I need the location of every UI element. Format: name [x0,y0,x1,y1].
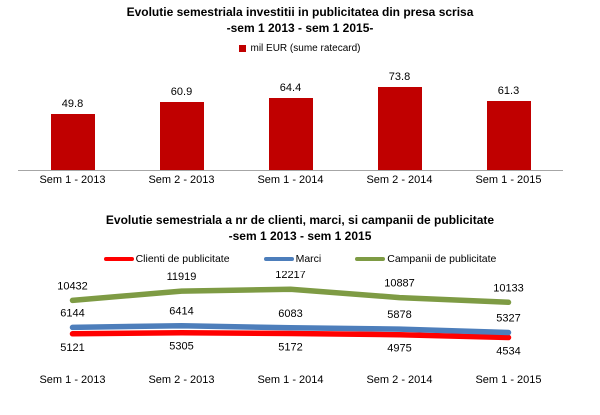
bar-chart-title-line1: Evolutie semestriala investitii in publi… [126,5,474,19]
bar [159,101,204,170]
bar-column: 64.4 [236,58,345,170]
data-label-clienti-de-publicitate: 4534 [496,346,520,358]
bar-chart-title-line2: -sem 1 2013 - sem 1 2015- [226,21,374,35]
legend-line-swatch [263,257,294,261]
x-axis-label: Sem 2 - 2014 [366,374,433,386]
legend-label: mil EUR (sume ratecard) [250,43,361,54]
data-label-marci: 6083 [278,308,302,320]
data-label-clienti-de-publicitate: 5305 [169,341,193,353]
line-chart-section: Evolutie semestriala a nr de clienti, ma… [0,186,600,386]
bar-value-label: 64.4 [279,81,302,94]
bar-value-label: 73.8 [388,71,411,84]
bar-chart-legend: mil EUR (sume ratecard) [0,43,600,54]
data-label-clienti-de-publicitate: 5121 [60,342,84,354]
data-label-marci: 5327 [496,313,520,325]
bar-value-label: 60.9 [170,85,193,98]
series-line-campanii-de-publicitate [69,286,512,306]
bar-value-label: 49.8 [61,98,84,111]
x-axis-label: Sem 2 - 2014 [366,174,433,186]
data-label-marci: 6144 [60,307,84,319]
bar [486,101,531,170]
data-label-marci: 6414 [169,306,193,318]
bar-chart-section: Evolutie semestriala investitii in publi… [0,0,600,186]
bar-column: 61.3 [454,58,563,170]
bar-value-label: 61.3 [497,85,520,98]
legend-square-swatch [239,45,247,52]
legend-item-clienti-de-publicitate: Clienti de publicitate [103,253,230,265]
data-label-campanii-de-publicitate: 12217 [275,271,306,281]
line-x-axis-labels: Sem 1 - 2013 Sem 2 - 2013 Sem 1 - 2014 Sem … [18,374,563,386]
x-axis-label: Sem 1 - 2013 [39,374,106,386]
bar-column: 60.9 [127,58,236,170]
legend-item-label: Clienti de publicitate [135,253,230,265]
data-label-campanii-de-publicitate: 10887 [384,278,415,290]
bar-column: 73.8 [345,58,454,170]
bar [50,114,95,170]
bar [377,87,422,170]
legend-line-swatch [103,257,134,261]
legend-item-campanii-de-publicitate: Campanii de publicitate [355,253,496,265]
bar-plot-area: 49.8 60.9 64.4 73.8 61.3 [18,58,563,171]
legend-item-label: Marci [295,253,322,265]
series-line-clienti-de-publicitate [69,329,512,341]
data-label-campanii-de-publicitate: 11919 [167,271,197,283]
line-plot-area: 5121 5305 5172 4975 4534 6144 6414 6083 5878 5327… [57,271,524,358]
x-axis-label: Sem 1 - 2014 [257,374,324,386]
x-axis-label: Sem 2 - 2013 [148,374,215,386]
data-label-clienti-de-publicitate: 5172 [278,342,302,354]
x-axis-label: Sem 1 - 2015 [475,374,542,386]
line-chart-legend: Clienti de publicitate Marci Campanii de p… [0,253,600,265]
x-axis-label: Sem 1 - 2014 [257,174,324,186]
data-label-clienti-de-publicitate: 4975 [387,343,411,355]
series-line-marci [69,322,512,336]
legend-item-label: Campanii de publicitate [387,253,497,265]
bar-column: 49.8 [18,58,127,170]
legend-line-swatch [355,257,386,261]
legend-item-marci: Marci [263,253,322,265]
bar-x-axis-labels: Sem 1 - 2013 Sem 2 - 2013 Sem 1 - 2014 Sem … [18,174,563,186]
data-label-campanii-de-publicitate: 10432 [57,280,88,292]
bar [268,97,313,170]
x-axis-label: Sem 1 - 2015 [475,174,542,186]
data-label-campanii-de-publicitate: 10133 [493,282,524,294]
x-axis-label: Sem 1 - 2013 [39,174,106,186]
data-label-marci: 5878 [387,309,411,321]
x-axis-label: Sem 2 - 2013 [148,174,215,186]
line-chart-title-line2: -sem 1 2013 - sem 1 2015 [228,229,372,243]
line-chart-title-line1: Evolutie semestriala a nr de clienti, ma… [105,213,495,227]
